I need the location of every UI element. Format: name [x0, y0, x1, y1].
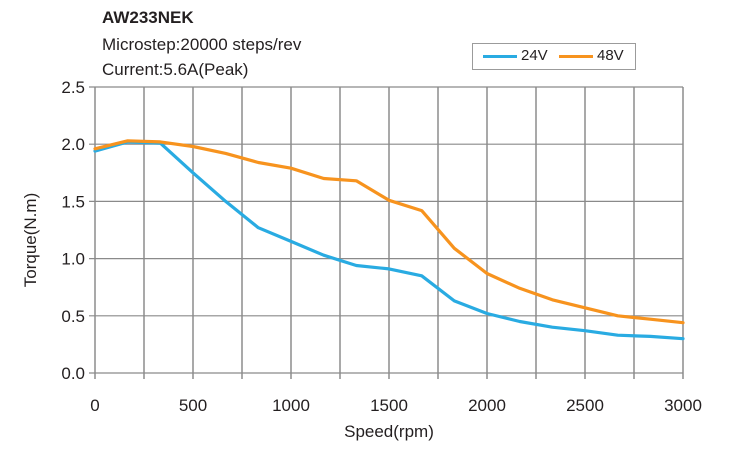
y-axis-label: Torque(N.m): [21, 193, 40, 287]
y-tick-label: 1.0: [61, 250, 85, 269]
legend-label-48v: 48V: [597, 47, 624, 64]
chart-subtitle-current: Current:5.6A(Peak): [102, 60, 249, 79]
y-tick-label: 0.0: [61, 364, 85, 383]
x-axis-label: Speed(rpm): [344, 422, 434, 441]
legend: 24V 48V: [472, 43, 636, 70]
series-line-48v: [93, 139, 685, 325]
legend-swatch-24v: [483, 55, 517, 58]
x-tick-label: 1000: [272, 396, 310, 415]
series-line-24v: [93, 140, 685, 341]
y-tick-label: 1.5: [61, 192, 85, 211]
y-tick-label: 2.5: [61, 78, 85, 97]
y-tick-label: 2.0: [61, 135, 85, 154]
y-tick-label: 0.5: [61, 307, 85, 326]
x-tick-label: 0: [90, 396, 99, 415]
legend-swatch-48v: [559, 55, 593, 58]
x-tick-label: 3000: [664, 396, 702, 415]
x-tick-label: 2000: [468, 396, 506, 415]
legend-label-24v: 24V: [521, 47, 548, 64]
x-tick-label: 500: [179, 396, 207, 415]
chart-subtitle-microstep: Microstep:20000 steps/rev: [102, 35, 302, 54]
chart-title: AW233NEK: [102, 8, 194, 27]
x-tick-label: 1500: [370, 396, 408, 415]
x-tick-label: 2500: [566, 396, 604, 415]
